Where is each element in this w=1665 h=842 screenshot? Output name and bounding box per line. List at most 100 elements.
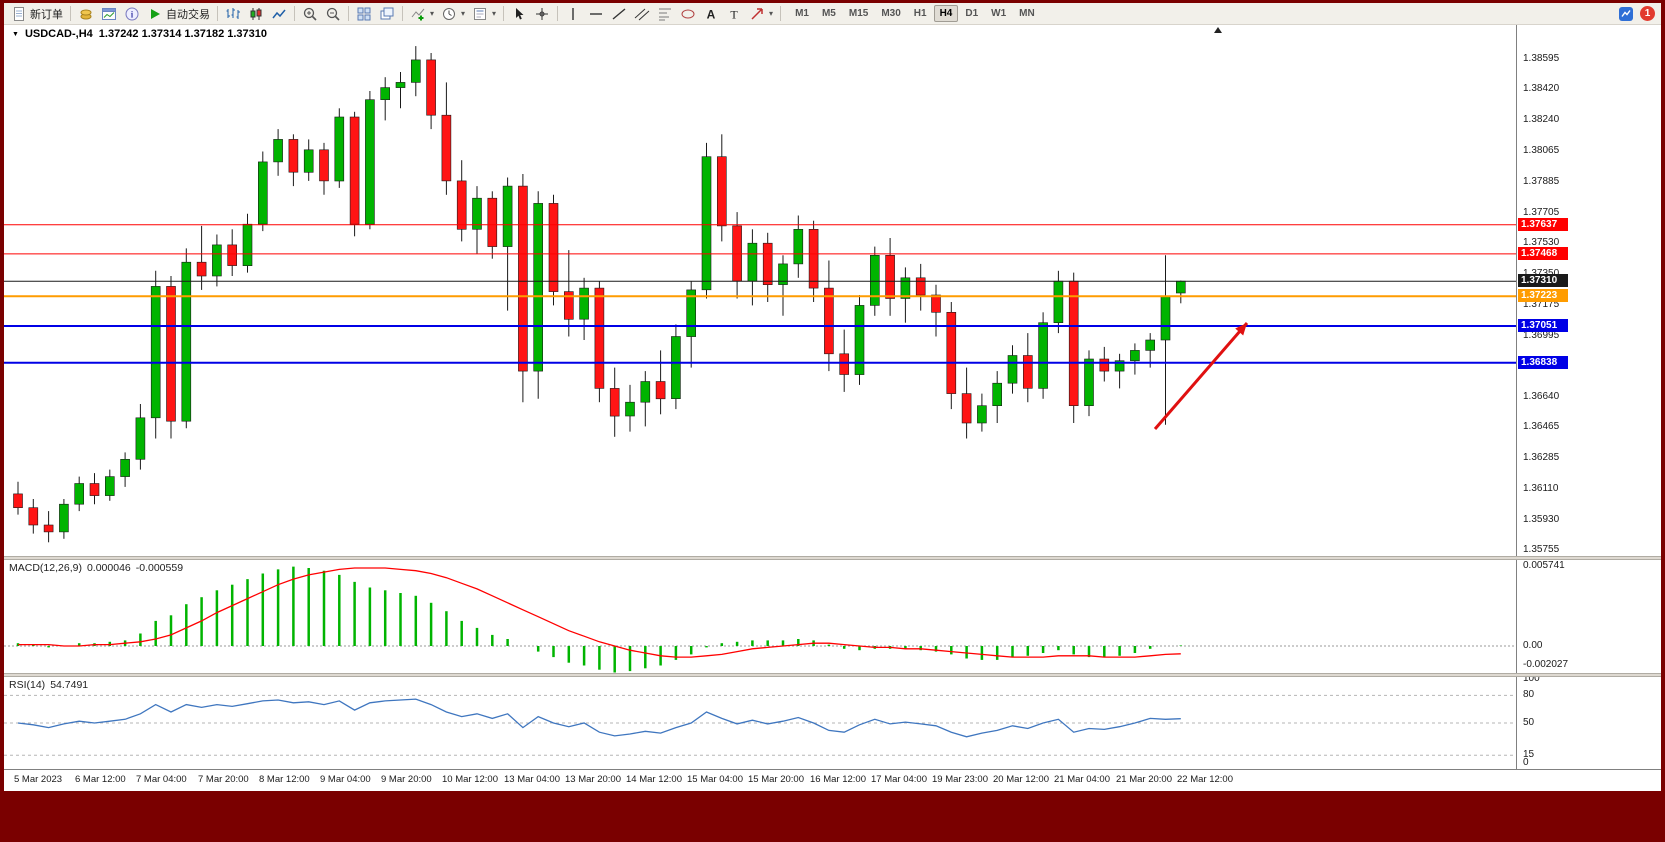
bear-candle [1022,355,1033,389]
crosshair-button[interactable] [531,4,553,24]
timeframe-w1[interactable]: W1 [991,8,1007,19]
main-chart-pane[interactable]: ▼ USDCAD-,H4 1.37242 1.37314 1.37182 1.3… [4,25,1516,556]
vertical-line-tool-button[interactable] [562,4,584,24]
main-chart-surface[interactable] [4,25,1516,556]
arrows-icon [751,7,763,20]
bear-candle [1068,280,1079,407]
time-label: 9 Mar 20:00 [381,774,432,785]
time-label: 21 Mar 04:00 [1054,774,1110,785]
time-label: 5 Mar 2023 [14,774,63,785]
rsi-pane[interactable]: RSI(14) 54.7491 [4,677,1516,769]
timeframe-m1[interactable]: M1 [795,8,809,19]
line-price-tag: 1.37637 [1518,218,1568,231]
data-window-button[interactable]: i [121,4,143,24]
bull-candle [1176,280,1186,294]
collapse-triangle-icon[interactable]: ▼ [12,30,19,38]
line-price-tag: 1.37468 [1518,247,1568,260]
templates-icon [474,7,487,20]
line-price-tag: 1.37223 [1518,289,1568,302]
macd-pane[interactable]: MACD(12,26,9) 0.000046 -0.000559 [4,560,1516,673]
horizontal-line-tool-button[interactable] [585,4,607,24]
autotrading-play-icon [151,8,160,19]
label-tool-button[interactable]: T [723,4,745,24]
trend-arrow[interactable] [1153,322,1249,430]
new-chart-button[interactable] [98,4,120,24]
periods-button[interactable]: ▾ [438,4,468,24]
toolbar-separator [70,6,71,21]
zoom-out-button[interactable] [322,4,344,24]
rsi-surface[interactable] [4,677,1516,769]
channel-tool-button[interactable] [631,4,653,24]
time-label: 15 Mar 20:00 [748,774,804,785]
arrows-tool-button[interactable]: ▾ [746,4,776,24]
community-icon[interactable] [1618,6,1634,22]
bear-candle [931,294,941,313]
trend-arrow-head [1235,323,1247,336]
bear-candle [349,116,360,225]
bull-candle [410,59,421,83]
bear-candle [563,291,574,320]
new-order-icon [14,6,24,21]
cursor-button[interactable] [508,4,530,24]
bear-candle [196,261,207,277]
bar-chart-icon [226,7,240,19]
bear-candle [89,483,100,496]
toolbar-separator [503,6,505,21]
bear-candle [808,229,819,289]
timeframe-mn[interactable]: MN [1019,8,1035,19]
price-axis[interactable]: 1.38595 1.38420 1.38240 1.38065 1.37885 1.377… [1516,25,1661,769]
fibonacci-tool-button[interactable] [654,4,676,24]
timeframe-d1[interactable]: D1 [965,8,979,19]
macd-signal-line [18,567,1181,658]
time-axis[interactable]: 5 Mar 2023 6 Mar 12:00 7 Mar 04:00 7 Mar 20… [4,769,1661,791]
bear-candle [885,255,895,299]
tile-windows-button[interactable] [353,4,375,24]
time-label: 8 Mar 12:00 [259,774,310,785]
toolbar-separator [557,6,559,21]
bear-candle [43,524,54,533]
bear-candle [456,180,467,230]
candlestick-chart-button[interactable] [245,4,267,24]
timeframe-h1[interactable]: H1 [913,8,927,19]
macd-axis-tick: 0.00 [1523,640,1543,651]
bar-chart-button[interactable] [222,4,244,24]
chart-shift-marker[interactable] [1214,27,1222,33]
macd-label: MACD(12,26,9) 0.000046 -0.000559 [9,562,183,574]
pane-splitter[interactable] [4,556,1661,560]
price-tick: 1.37175 [1523,299,1560,310]
line-chart-button[interactable] [268,4,290,24]
timeframe-m5[interactable]: M5 [821,8,836,19]
bull-candle [365,99,375,225]
timeframe-m15[interactable]: M15 [848,8,869,19]
arrange-windows-button[interactable] [376,4,398,24]
macd-name: MACD(12,26,9) [9,562,82,574]
text-tool-button[interactable]: A [700,4,722,24]
notification-badge[interactable]: 1 [1640,6,1655,21]
templates-button[interactable]: ▾ [469,4,499,24]
bull-candle [135,417,146,460]
shapes-icon [681,9,695,18]
bull-candle [640,381,651,403]
macd-surface[interactable] [4,560,1516,673]
shapes-tool-button[interactable] [677,4,699,24]
autotrading-button[interactable]: 自动交易 [144,4,213,24]
metaeditor-button[interactable] [75,4,97,24]
zoom-in-button[interactable] [299,4,321,24]
dropdown-caret-icon: ▾ [769,9,774,18]
bull-candle [900,277,911,299]
bear-candle [166,286,176,422]
time-label: 6 Mar 12:00 [75,774,126,785]
time-label: 19 Mar 23:00 [932,774,988,785]
new-order-button[interactable]: 新订单 [8,4,66,24]
bear-candle [762,242,773,285]
bear-candle [426,59,436,116]
bull-candle [701,156,712,291]
zoom-out-icon [326,7,340,21]
indicators-button[interactable]: ▾ [407,4,437,24]
timeframe-h4[interactable]: H4 [933,5,959,22]
toolbar-separator [780,6,782,21]
trendline-tool-button[interactable] [608,4,630,24]
timeframe-m30[interactable]: M30 [881,8,901,19]
pane-splitter[interactable] [4,673,1661,677]
bull-candle [671,336,681,400]
